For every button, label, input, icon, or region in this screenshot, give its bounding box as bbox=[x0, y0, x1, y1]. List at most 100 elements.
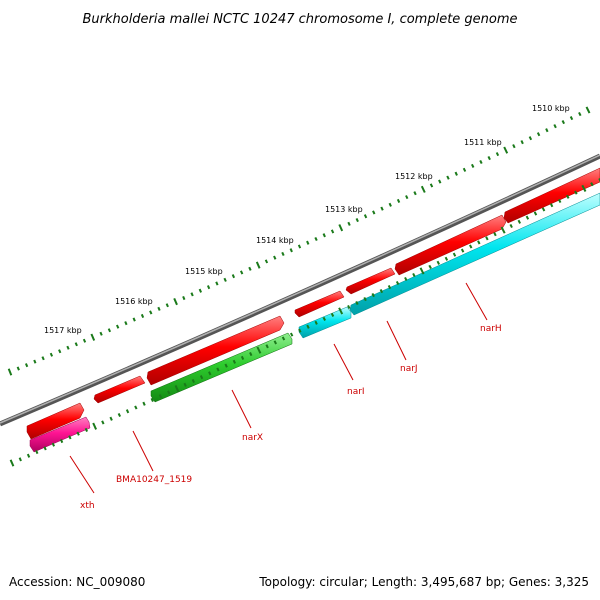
minor-scale-tick bbox=[462, 167, 467, 172]
minor-scale-tick bbox=[18, 457, 22, 462]
minor-scale-tick bbox=[289, 332, 294, 337]
minor-scale-tick bbox=[371, 292, 375, 298]
minor-scale-tick bbox=[404, 276, 408, 282]
major-scale-tick bbox=[503, 146, 509, 154]
minor-scale-tick bbox=[495, 152, 500, 157]
minor-scale-tick bbox=[454, 171, 458, 176]
minor-scale-tick bbox=[306, 324, 310, 329]
kbp-label-1510: 1510 kbp bbox=[532, 104, 570, 113]
minor-scale-tick bbox=[124, 321, 128, 326]
minor-scale-tick bbox=[520, 140, 524, 145]
accession-text: Accession: NC_009080 bbox=[9, 575, 145, 589]
forward-gene[interactable] bbox=[26, 402, 85, 440]
gene-label-narj: narJ bbox=[400, 364, 418, 374]
minor-scale-tick bbox=[509, 223, 513, 229]
minor-scale-tick bbox=[198, 288, 203, 293]
kbp-label-1516: 1516 kbp bbox=[115, 297, 153, 306]
forward-gene[interactable] bbox=[345, 267, 396, 295]
minor-scale-tick bbox=[43, 446, 47, 451]
minor-scale-tick bbox=[231, 274, 236, 279]
minor-scale-tick bbox=[528, 136, 533, 141]
minor-scale-tick bbox=[436, 260, 440, 265]
minor-scale-tick bbox=[413, 191, 417, 196]
gene-label-nari: narI bbox=[347, 387, 365, 397]
minor-scale-tick bbox=[117, 412, 122, 418]
minor-scale-tick bbox=[493, 232, 497, 237]
reverse-gene-magenta[interactable] bbox=[29, 416, 91, 453]
major-scale-tick bbox=[581, 184, 587, 192]
minor-scale-tick bbox=[281, 251, 285, 257]
minor-scale-tick bbox=[51, 442, 56, 447]
major-scale-tick bbox=[419, 267, 425, 275]
major-scale-tick bbox=[500, 226, 506, 234]
topology-summary: Topology: circular; Length: 3,495,687 bp… bbox=[258, 575, 589, 589]
major-scale-tick bbox=[7, 368, 13, 376]
minor-scale-tick bbox=[273, 340, 277, 345]
genome-backbone-highlight bbox=[0, 154, 600, 424]
minor-scale-tick bbox=[165, 303, 169, 308]
major-scale-tick bbox=[256, 346, 262, 354]
minor-scale-tick bbox=[545, 128, 549, 133]
major-scale-tick bbox=[90, 333, 96, 341]
major-scale-tick bbox=[338, 307, 344, 315]
minor-scale-tick bbox=[396, 198, 401, 204]
minor-scale-tick bbox=[66, 345, 70, 350]
minor-scale-tick bbox=[248, 266, 252, 271]
gene-label-xth: xth bbox=[80, 501, 95, 511]
minor-scale-tick bbox=[41, 356, 45, 361]
kbp-label-1511: 1511 kbp bbox=[464, 138, 502, 147]
forward-strand-genes bbox=[26, 167, 600, 440]
minor-scale-tick bbox=[460, 248, 465, 253]
outer-scale-ticks bbox=[7, 106, 591, 376]
minor-scale-tick bbox=[297, 244, 302, 249]
minor-scale-tick bbox=[224, 363, 228, 368]
minor-scale-tick bbox=[363, 296, 367, 302]
minor-scale-tick bbox=[541, 207, 546, 212]
minor-scale-tick bbox=[265, 344, 269, 349]
minor-scale-tick bbox=[314, 320, 318, 325]
minor-scale-tick bbox=[549, 203, 554, 208]
reverse-gene-cyan[interactable] bbox=[349, 192, 600, 316]
major-scale-tick bbox=[338, 224, 344, 232]
minor-scale-tick bbox=[289, 248, 293, 253]
forward-gene[interactable] bbox=[294, 290, 345, 318]
major-scale-tick bbox=[585, 106, 591, 114]
minor-scale-tick bbox=[471, 163, 475, 168]
minor-scale-tick bbox=[590, 182, 594, 187]
minor-scale-tick bbox=[206, 285, 211, 290]
minor-scale-tick bbox=[99, 331, 103, 336]
minor-scale-tick bbox=[149, 310, 153, 315]
minor-scale-tick bbox=[182, 296, 186, 301]
kbp-label-1515: 1515 kbp bbox=[185, 267, 223, 276]
minor-scale-tick bbox=[405, 195, 409, 200]
reverse-gene-green[interactable] bbox=[150, 332, 293, 403]
minor-scale-tick bbox=[215, 281, 219, 286]
minor-scale-tick bbox=[355, 217, 359, 223]
minor-scale-tick bbox=[191, 378, 196, 384]
minor-scale-tick bbox=[428, 264, 432, 269]
gene-label-bma10247-1519: BMA10247_1519 bbox=[116, 475, 192, 485]
minor-scale-tick bbox=[26, 453, 31, 458]
kbp-label-1513: 1513 kbp bbox=[325, 205, 363, 214]
minor-scale-tick bbox=[444, 256, 449, 261]
minor-scale-tick bbox=[115, 324, 120, 329]
forward-gene[interactable] bbox=[503, 167, 600, 224]
minor-scale-tick bbox=[190, 292, 194, 297]
minor-scale-tick bbox=[446, 175, 450, 180]
kbp-label-1517: 1517 kbp bbox=[44, 326, 82, 335]
minor-scale-tick bbox=[379, 288, 384, 294]
forward-gene[interactable] bbox=[93, 375, 146, 404]
minor-scale-tick bbox=[452, 252, 457, 257]
forward-gene[interactable] bbox=[146, 315, 285, 386]
minor-scale-tick bbox=[208, 371, 212, 376]
minor-scale-tick bbox=[132, 317, 136, 322]
minor-scale-tick bbox=[479, 159, 483, 165]
minor-scale-tick bbox=[322, 316, 326, 321]
minor-scale-tick bbox=[74, 342, 78, 347]
reverse-gene-cyan[interactable] bbox=[298, 306, 352, 339]
minor-scale-tick bbox=[216, 367, 220, 372]
minor-scale-tick bbox=[298, 328, 302, 333]
minor-scale-tick bbox=[223, 277, 227, 282]
minor-scale-tick bbox=[35, 450, 39, 455]
minor-scale-tick bbox=[249, 351, 253, 357]
